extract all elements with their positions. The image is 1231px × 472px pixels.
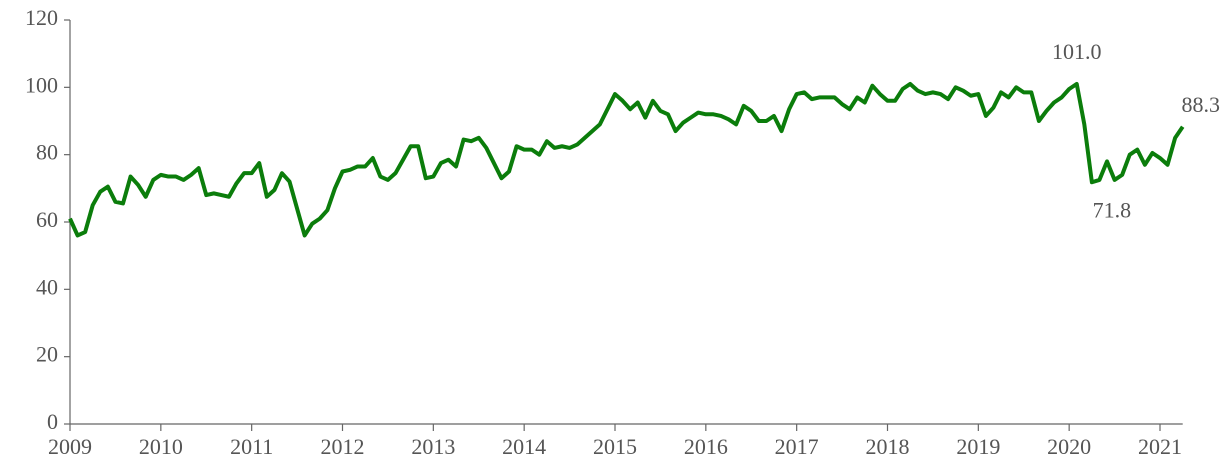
data-label: 71.8 bbox=[1093, 197, 1132, 222]
x-tick-label: 2021 bbox=[1138, 434, 1182, 459]
y-tick-label: 20 bbox=[36, 342, 58, 367]
x-tick-label: 2017 bbox=[775, 434, 819, 459]
y-tick-label: 100 bbox=[25, 72, 58, 97]
x-tick-label: 2020 bbox=[1047, 434, 1091, 459]
x-tick-label: 2013 bbox=[411, 434, 455, 459]
x-tick-label: 2018 bbox=[866, 434, 910, 459]
y-tick-label: 0 bbox=[47, 409, 58, 434]
x-tick-label: 2010 bbox=[139, 434, 183, 459]
x-tick-label: 2009 bbox=[48, 434, 92, 459]
data-line bbox=[68, 81, 1185, 238]
x-tick-label: 2012 bbox=[321, 434, 365, 459]
y-tick-label: 60 bbox=[36, 207, 58, 232]
x-tick-label: 2016 bbox=[684, 434, 728, 459]
x-tick-label: 2015 bbox=[593, 434, 637, 459]
y-tick-label: 40 bbox=[36, 274, 58, 299]
data-label: 101.0 bbox=[1052, 39, 1102, 64]
y-tick-label: 80 bbox=[36, 140, 58, 165]
x-tick-label: 2011 bbox=[230, 434, 273, 459]
x-tick-label: 2019 bbox=[956, 434, 1000, 459]
x-tick-label: 2014 bbox=[502, 434, 546, 459]
y-tick-label: 120 bbox=[25, 5, 58, 30]
data-label: 88.3 bbox=[1181, 92, 1220, 117]
